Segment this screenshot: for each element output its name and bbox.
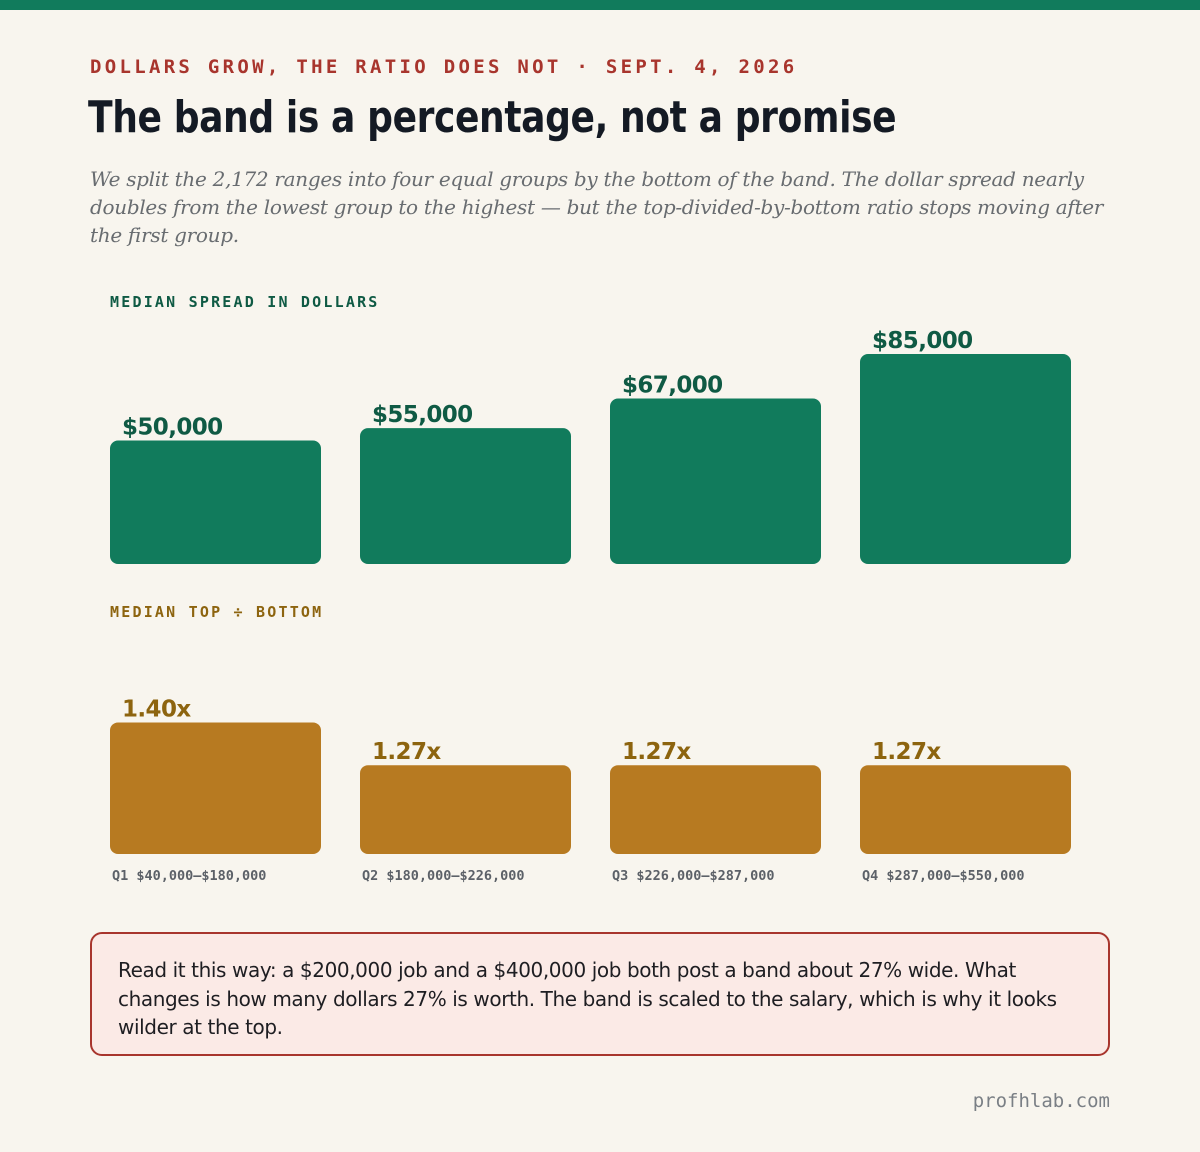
- spread-value-label-2: $55,000: [372, 402, 473, 428]
- spread-bar-chart: $50,000 $55,000 $67,000 $85,000: [110, 328, 1071, 564]
- spread-value-label-3: $67,000: [622, 373, 723, 399]
- page-title: The band is a percentage, not a promise: [88, 92, 897, 143]
- ratio-value-label-4: 1.27x: [872, 739, 941, 765]
- ratio-bar-3: [610, 765, 821, 854]
- spread-value-label-4: $85,000: [872, 328, 973, 354]
- kicker: DOLLARS GROW, THE RATIO DOES NOT · SEPT.…: [90, 56, 798, 78]
- spread-chart-title: MEDIAN SPREAD IN DOLLARS: [110, 293, 380, 311]
- top-accent-bar: [0, 0, 1200, 10]
- ratio-value-label-1: 1.40x: [122, 696, 191, 722]
- spread-bar-1: [110, 440, 321, 564]
- ratio-value-label-3: 1.27x: [622, 739, 691, 765]
- spread-bar-3: [610, 398, 821, 564]
- ratio-bar-chart: 1.40x Q1 $40,000–$180,000 1.27x Q2 $180,000…: [110, 696, 1071, 884]
- ratio-bar-1: [110, 722, 321, 854]
- ratio-chart-title: MEDIAN TOP ÷ BOTTOM: [110, 603, 324, 621]
- category-label-3: Q3 $226,000–$287,000: [612, 868, 775, 884]
- ratio-bar-4: [860, 765, 1071, 854]
- spread-value-label-1: $50,000: [122, 415, 223, 441]
- callout-box: Read it this way: a $200,000 job and a $…: [90, 932, 1110, 1056]
- category-label-2: Q2 $180,000–$226,000: [362, 868, 525, 884]
- spread-bar-4: [860, 354, 1071, 564]
- callout-text: Read it this way: a $200,000 job and a $…: [118, 958, 1057, 1039]
- spread-bar-2: [360, 428, 571, 564]
- footer-credit: profhlab.com: [972, 1090, 1110, 1112]
- ratio-bar-2: [360, 765, 571, 854]
- ratio-value-label-2: 1.27x: [372, 739, 441, 765]
- category-label-1: Q1 $40,000–$180,000: [112, 868, 266, 884]
- category-label-4: Q4 $287,000–$550,000: [862, 868, 1025, 884]
- subtitle: We split the 2,172 ranges into four equa…: [90, 167, 1104, 247]
